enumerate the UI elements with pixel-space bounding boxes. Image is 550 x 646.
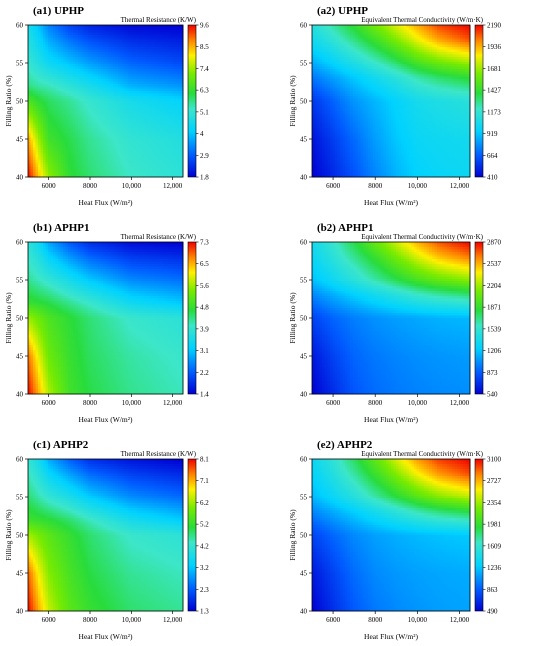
panel-title: (a1) UPHP (33, 5, 84, 17)
y-tick-label: 50 (16, 98, 24, 106)
colorbar-label: Thermal Resistance (K/W) (121, 16, 197, 24)
y-tick-label: 45 (16, 136, 24, 144)
y-tick-label: 55 (16, 60, 24, 68)
x-axis-label: Heat Flux (W/m²) (79, 198, 133, 207)
colorbar-tick-label: 2.9 (200, 152, 209, 160)
colorbar-tick-label: 9.6 (200, 22, 209, 30)
colorbar (188, 25, 196, 177)
heatmap-panel: (a2) UPHP6000 8000 10,000 12,0004045505560H… (288, 5, 502, 207)
y-tick-label: 40 (16, 174, 24, 182)
colorbar-tick-label: 6.3 (200, 87, 209, 95)
colorbar-tick-label: 7.4 (200, 65, 209, 73)
y-tick-label: 60 (16, 22, 24, 30)
colorbar-tick-label: 8.5 (200, 43, 209, 51)
colorbar-tick-label: 4 (200, 130, 204, 138)
y-axis-label: Filling Ratio (%) (4, 75, 13, 127)
x-tick-label: 10,000 (122, 182, 142, 190)
heatmap-panel: (a1) UPHP 6000 8000 10,000 12,000 40 45 50 55 60 H… (4, 5, 209, 207)
x-tick-label: 8000 (83, 182, 98, 190)
x-tick-label: 12,000 (163, 182, 183, 190)
heatmap-field (312, 25, 471, 178)
colorbar-tick-label: 5.1 (200, 108, 209, 116)
colorbar-tick-label: 1.8 (200, 174, 209, 182)
heatmap-field (28, 25, 184, 178)
x-tick-label: 6000 (42, 182, 57, 190)
